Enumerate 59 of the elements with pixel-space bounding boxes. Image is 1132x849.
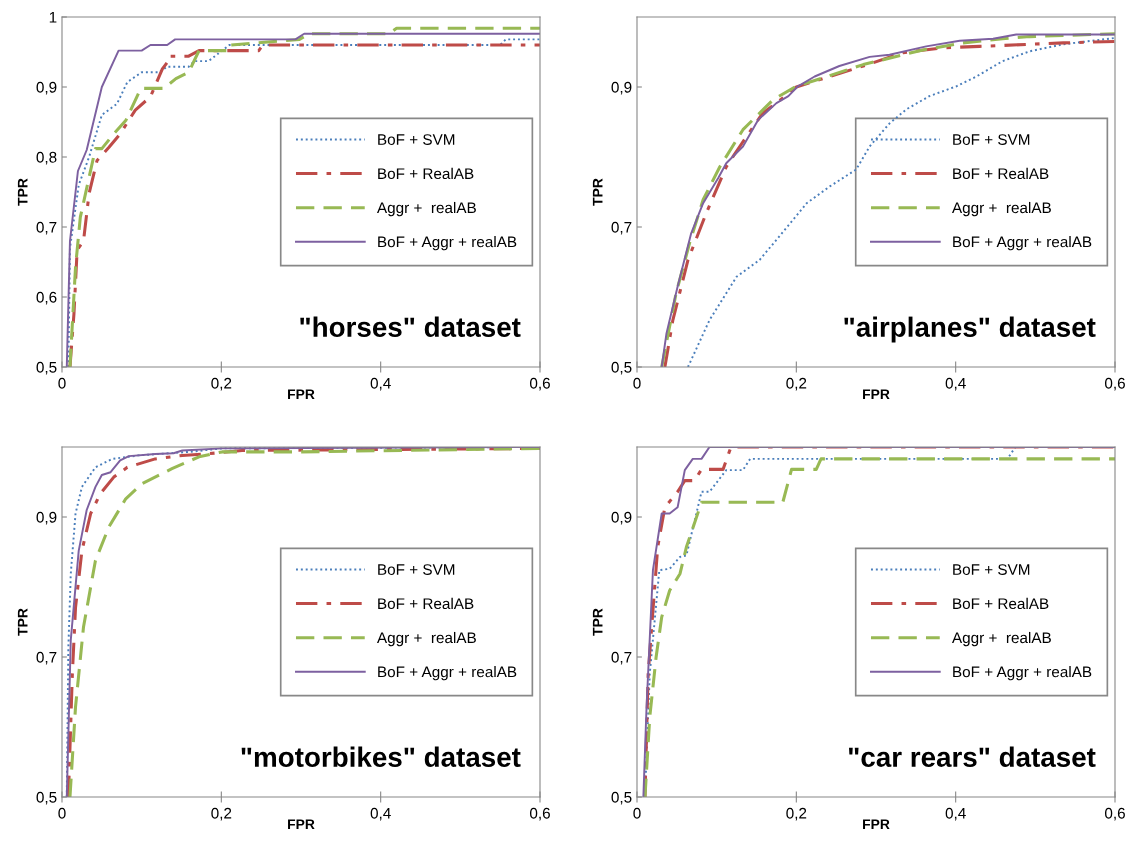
y-tick-label: 0,7 — [611, 221, 632, 235]
x-tick-label: 0,2 — [211, 377, 232, 391]
y-tick-label: 0,8 — [36, 151, 57, 165]
x-tick-label: 0 — [633, 377, 641, 389]
y-tick-label: 0,5 — [611, 791, 632, 805]
legend-label: BoF + SVM — [953, 134, 1030, 145]
y-tick-label: 0,9 — [611, 511, 632, 525]
y-tick-label: 0,7 — [611, 651, 632, 665]
annotation: "horses" dataset — [300, 316, 521, 338]
x-tick-label: 0,6 — [529, 377, 550, 391]
legend-label: BoF + RealAB — [953, 597, 1049, 610]
y-tick-label: 0,7 — [36, 651, 57, 665]
y-axis-title: TPR — [592, 178, 603, 206]
legend-label: BoF + SVM — [953, 564, 1030, 575]
x-tick-label: 0,2 — [786, 807, 807, 821]
x-tick-label: 0,4 — [945, 807, 966, 821]
annotation: "car rears" dataset — [849, 746, 1096, 768]
y-tick-label: 0,5 — [36, 361, 57, 375]
y-tick-label: 1 — [49, 12, 57, 23]
x-axis-title: FPR — [288, 389, 315, 399]
legend-label: BoF + Aggr + realAB — [953, 236, 1092, 251]
y-tick-label: 0,6 — [36, 291, 57, 305]
legend-label: Aggr + realAB — [376, 631, 476, 647]
y-tick-label: 0,9 — [36, 81, 57, 95]
legend-label: BoF + SVM — [378, 134, 455, 145]
legend-label: BoF + Aggr + realAB — [378, 666, 517, 681]
x-tick-label: 0,4 — [370, 377, 391, 391]
x-tick-label: 0,4 — [370, 807, 391, 821]
x-axis-title: FPR — [863, 819, 890, 829]
x-tick-label: 0 — [58, 807, 66, 819]
x-tick-label: 0 — [633, 807, 641, 819]
x-axis-title: FPR — [863, 389, 890, 399]
y-axis-title: TPR — [17, 608, 28, 636]
x-tick-label: 0,6 — [1104, 807, 1125, 821]
legend-label: Aggr + realAB — [951, 201, 1051, 217]
x-tick-label: 0,6 — [1104, 377, 1125, 391]
y-tick-label: 0,7 — [36, 221, 57, 235]
x-tick-label: 0,2 — [211, 807, 232, 821]
x-axis-title: FPR — [288, 819, 315, 829]
legend-label: BoF + Aggr + realAB — [953, 666, 1092, 681]
x-tick-label: 0,2 — [786, 377, 807, 391]
legend-label: BoF + RealAB — [378, 167, 474, 180]
legend-label: Aggr + realAB — [951, 631, 1051, 647]
legend-label: BoF + RealAB — [953, 167, 1049, 180]
legend-label: BoF + Aggr + realAB — [378, 236, 517, 251]
y-tick-label: 0,9 — [36, 511, 57, 525]
x-tick-label: 0,4 — [945, 377, 966, 391]
x-tick-label: 0 — [58, 377, 66, 389]
y-tick-label: 0,5 — [611, 361, 632, 375]
y-tick-label: 0,5 — [36, 791, 57, 805]
y-axis-title: TPR — [17, 178, 28, 206]
y-tick-label: 0,9 — [611, 81, 632, 95]
legend-label: BoF + SVM — [378, 564, 455, 575]
legend-label: BoF + RealAB — [378, 597, 474, 610]
legend-label: Aggr + realAB — [376, 201, 476, 217]
annotation: "airplanes" dataset — [844, 316, 1096, 343]
annotation: "motorbikes" dataset — [241, 746, 521, 768]
y-axis-title: TPR — [592, 608, 603, 636]
x-tick-label: 0,6 — [529, 807, 550, 821]
